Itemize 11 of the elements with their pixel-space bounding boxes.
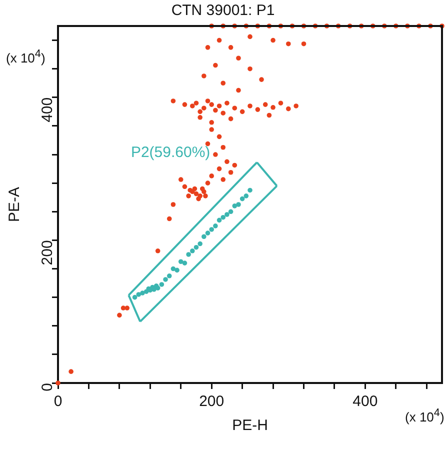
y-tick-label: 200 bbox=[39, 240, 56, 266]
x-axis-title: PE-H bbox=[232, 417, 268, 434]
y-tick-label: 400 bbox=[39, 97, 56, 122]
x-tick-label: 400 bbox=[352, 393, 378, 410]
chart-title: CTN 39001: P1 bbox=[171, 2, 275, 20]
y-tick-label: 0 bbox=[39, 383, 56, 392]
annotation: P2(59.60%) bbox=[130, 144, 210, 161]
text: (x 10$^{4}$) bbox=[405, 407, 444, 424]
x-tick-label: 200 bbox=[199, 393, 224, 410]
text: (x 10$^{4}$) bbox=[6, 48, 46, 66]
y-axis-title: PE-A bbox=[6, 186, 24, 222]
